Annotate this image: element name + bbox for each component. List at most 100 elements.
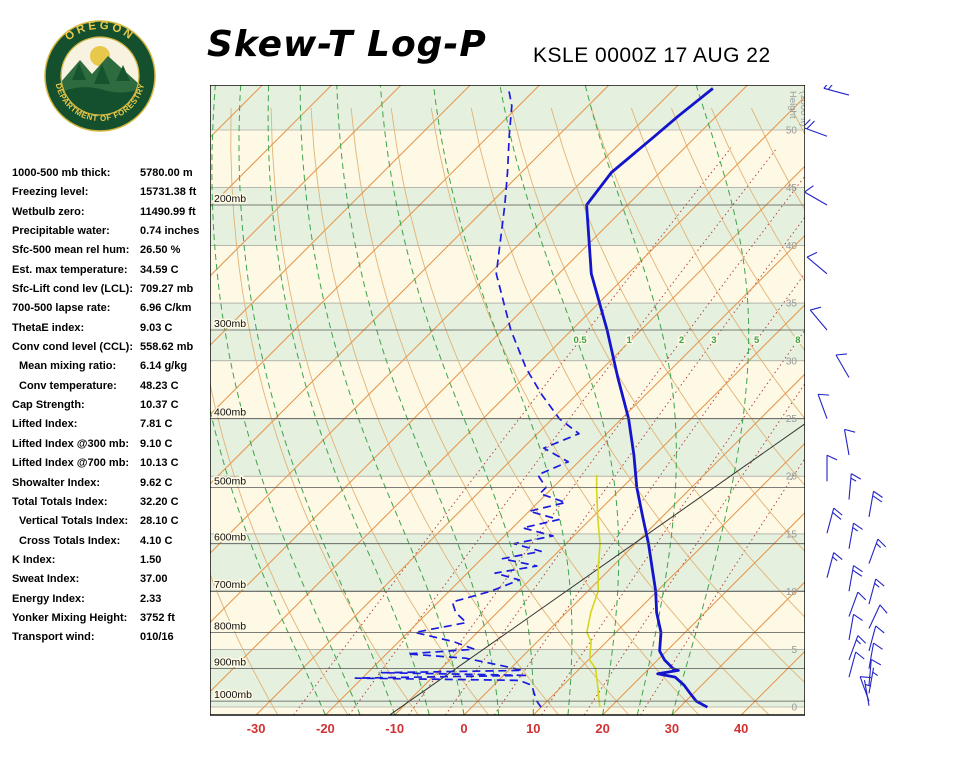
dry-adiabat [310,107,559,715]
wind-barb [868,604,888,629]
pressure-label: 800mb [214,620,246,632]
height-label: 5 [791,645,797,656]
stat-label: Cap Strength: [12,399,85,412]
mixing-ratio-label: 5 [754,335,760,346]
wind-barb [868,625,885,652]
stat-value: 1.50 [140,553,162,566]
stat-value: 6.96 C/km [140,302,192,315]
logo-tree [94,64,110,84]
stat-value: 10.13 C [140,457,179,470]
dry-adiabat [590,107,805,487]
mixing-ratio-line [493,272,805,715]
temp-axis-label: 30 [665,721,679,736]
stat-value: 11490.99 ft [140,205,196,218]
pressure-lines: 200mb 300mb 400mb 500mb 600mb 700mb 800mb 900mb… [210,192,805,703]
isotherm [532,442,805,715]
stat-value: 10.37 C [140,399,179,412]
height-label: 10 [786,587,798,598]
height-label: 40 [786,241,798,252]
dry-adiabat [350,107,630,715]
skewt-chart: 200mb 300mb 400mb 500mb 600mb 700mb 800mb 900mb… [210,85,805,736]
page-title: Skew-T Log-P [207,24,487,65]
mixing-ratio-label: 3 [711,335,716,346]
wind-barb [826,552,843,578]
dry-adiabat [210,381,349,715]
stat-value: 26.50 % [140,244,181,257]
stat-label: Precipitable water: [12,225,110,238]
pressure-label: 500mb [214,475,246,487]
stat-value: 4.10 C [140,534,173,547]
wind-barb [848,635,867,661]
wind-barb [817,393,830,419]
stat-row: Cap Strength: 10.37 C [12,399,212,418]
stat-row: 1000-500 mb thick: 5780.00 m [12,167,212,186]
stat-label: Cross Totals Index: [19,534,121,547]
stat-value: 3752 ft [140,611,175,624]
height-label: 20 [786,472,798,483]
isotherm [210,85,333,208]
dry-adiabat [430,107,770,715]
stat-value: 9.62 C [140,476,173,489]
stat-label: Showalter Index: [12,476,101,489]
temp-axis-label: 0 [460,721,467,736]
mixing-ratio-label: 2 [679,335,684,346]
stat-label: Sfc-500 mean rel hum: [12,244,130,257]
dry-adiabat [210,572,279,715]
field-lines [210,85,805,715]
stat-row: Lifted Index @700 mb: 10.13 C [12,457,212,476]
stat-label: Transport wind: [12,631,95,644]
isotherm [210,85,748,624]
stat-row: Lifted Index @300 mb: 9.10 C [12,438,212,457]
moist-adiabat [299,85,465,715]
pressure-label: 300mb [214,318,246,330]
wind-barb [848,613,863,641]
stat-value: 9.03 C [140,321,173,334]
moist-adiabat [211,85,361,715]
stat-row: Transport wind: 010/16 [12,631,212,650]
stats-panel: 1000-500 mb thick: 5780.00 m Freezing leve… [12,167,212,651]
wind-barb-column [805,85,888,706]
moist-adiabat [267,85,430,715]
dry-adiabat [670,107,805,352]
wind-barb [826,507,843,534]
stat-row: Sfc-Lift cond lev (LCL): 709.27 mb [12,283,212,302]
stat-row: Sweat Index: 37.00 [12,573,212,592]
isotherm [255,165,805,715]
dry-adiabat [270,107,489,715]
pressure-label: 900mb [214,657,246,669]
stat-label: ThetaE index: [12,321,85,334]
stat-row: Lifted Index: 7.81 C [12,418,212,437]
dry-adiabat [390,107,700,715]
isotherm [210,85,540,416]
stat-value: 15731.38 ft [140,186,197,199]
height-axis-caption: (1000 ft) [798,91,805,126]
dewpoint-profile [354,88,580,708]
stat-value: 48.23 C [140,379,179,392]
logo-tree [116,65,130,81]
plot-border [210,85,805,716]
moist-adiabat [433,85,573,715]
stat-label: Conv temperature: [19,379,117,392]
temp-axis-label: 20 [595,721,609,736]
stat-value: 37.00 [140,573,168,586]
wind-barb [805,119,828,137]
stat-row: Conv temperature: 48.23 C [12,380,212,399]
wind-barb [805,185,828,206]
wind-barb [868,490,883,517]
stat-value: 709.27 mb [140,283,194,296]
moist-adiabat [584,85,677,715]
logo-tree [72,63,86,80]
stat-row: Cross Totals Index: 4.10 C [12,535,212,554]
stat-row: 700-500 lapse rate: 6.96 C/km [12,302,212,321]
wind-barb [868,667,878,694]
logo-foreground [61,87,139,115]
stat-value: 9.10 C [140,437,173,450]
height-axis-caption: Height [787,91,798,119]
stat-label: Vertical Totals Index: [19,515,129,528]
height-label: 35 [786,299,798,310]
stat-row: ThetaE index: 9.03 C [12,322,212,341]
mixing-ratio-label: 1 [626,335,632,346]
wind-barb [868,658,882,686]
stat-label: Wetbulb zero: [12,205,85,218]
odf-logo: OREGON DEPARTMENT OF FORESTRY [44,20,156,132]
